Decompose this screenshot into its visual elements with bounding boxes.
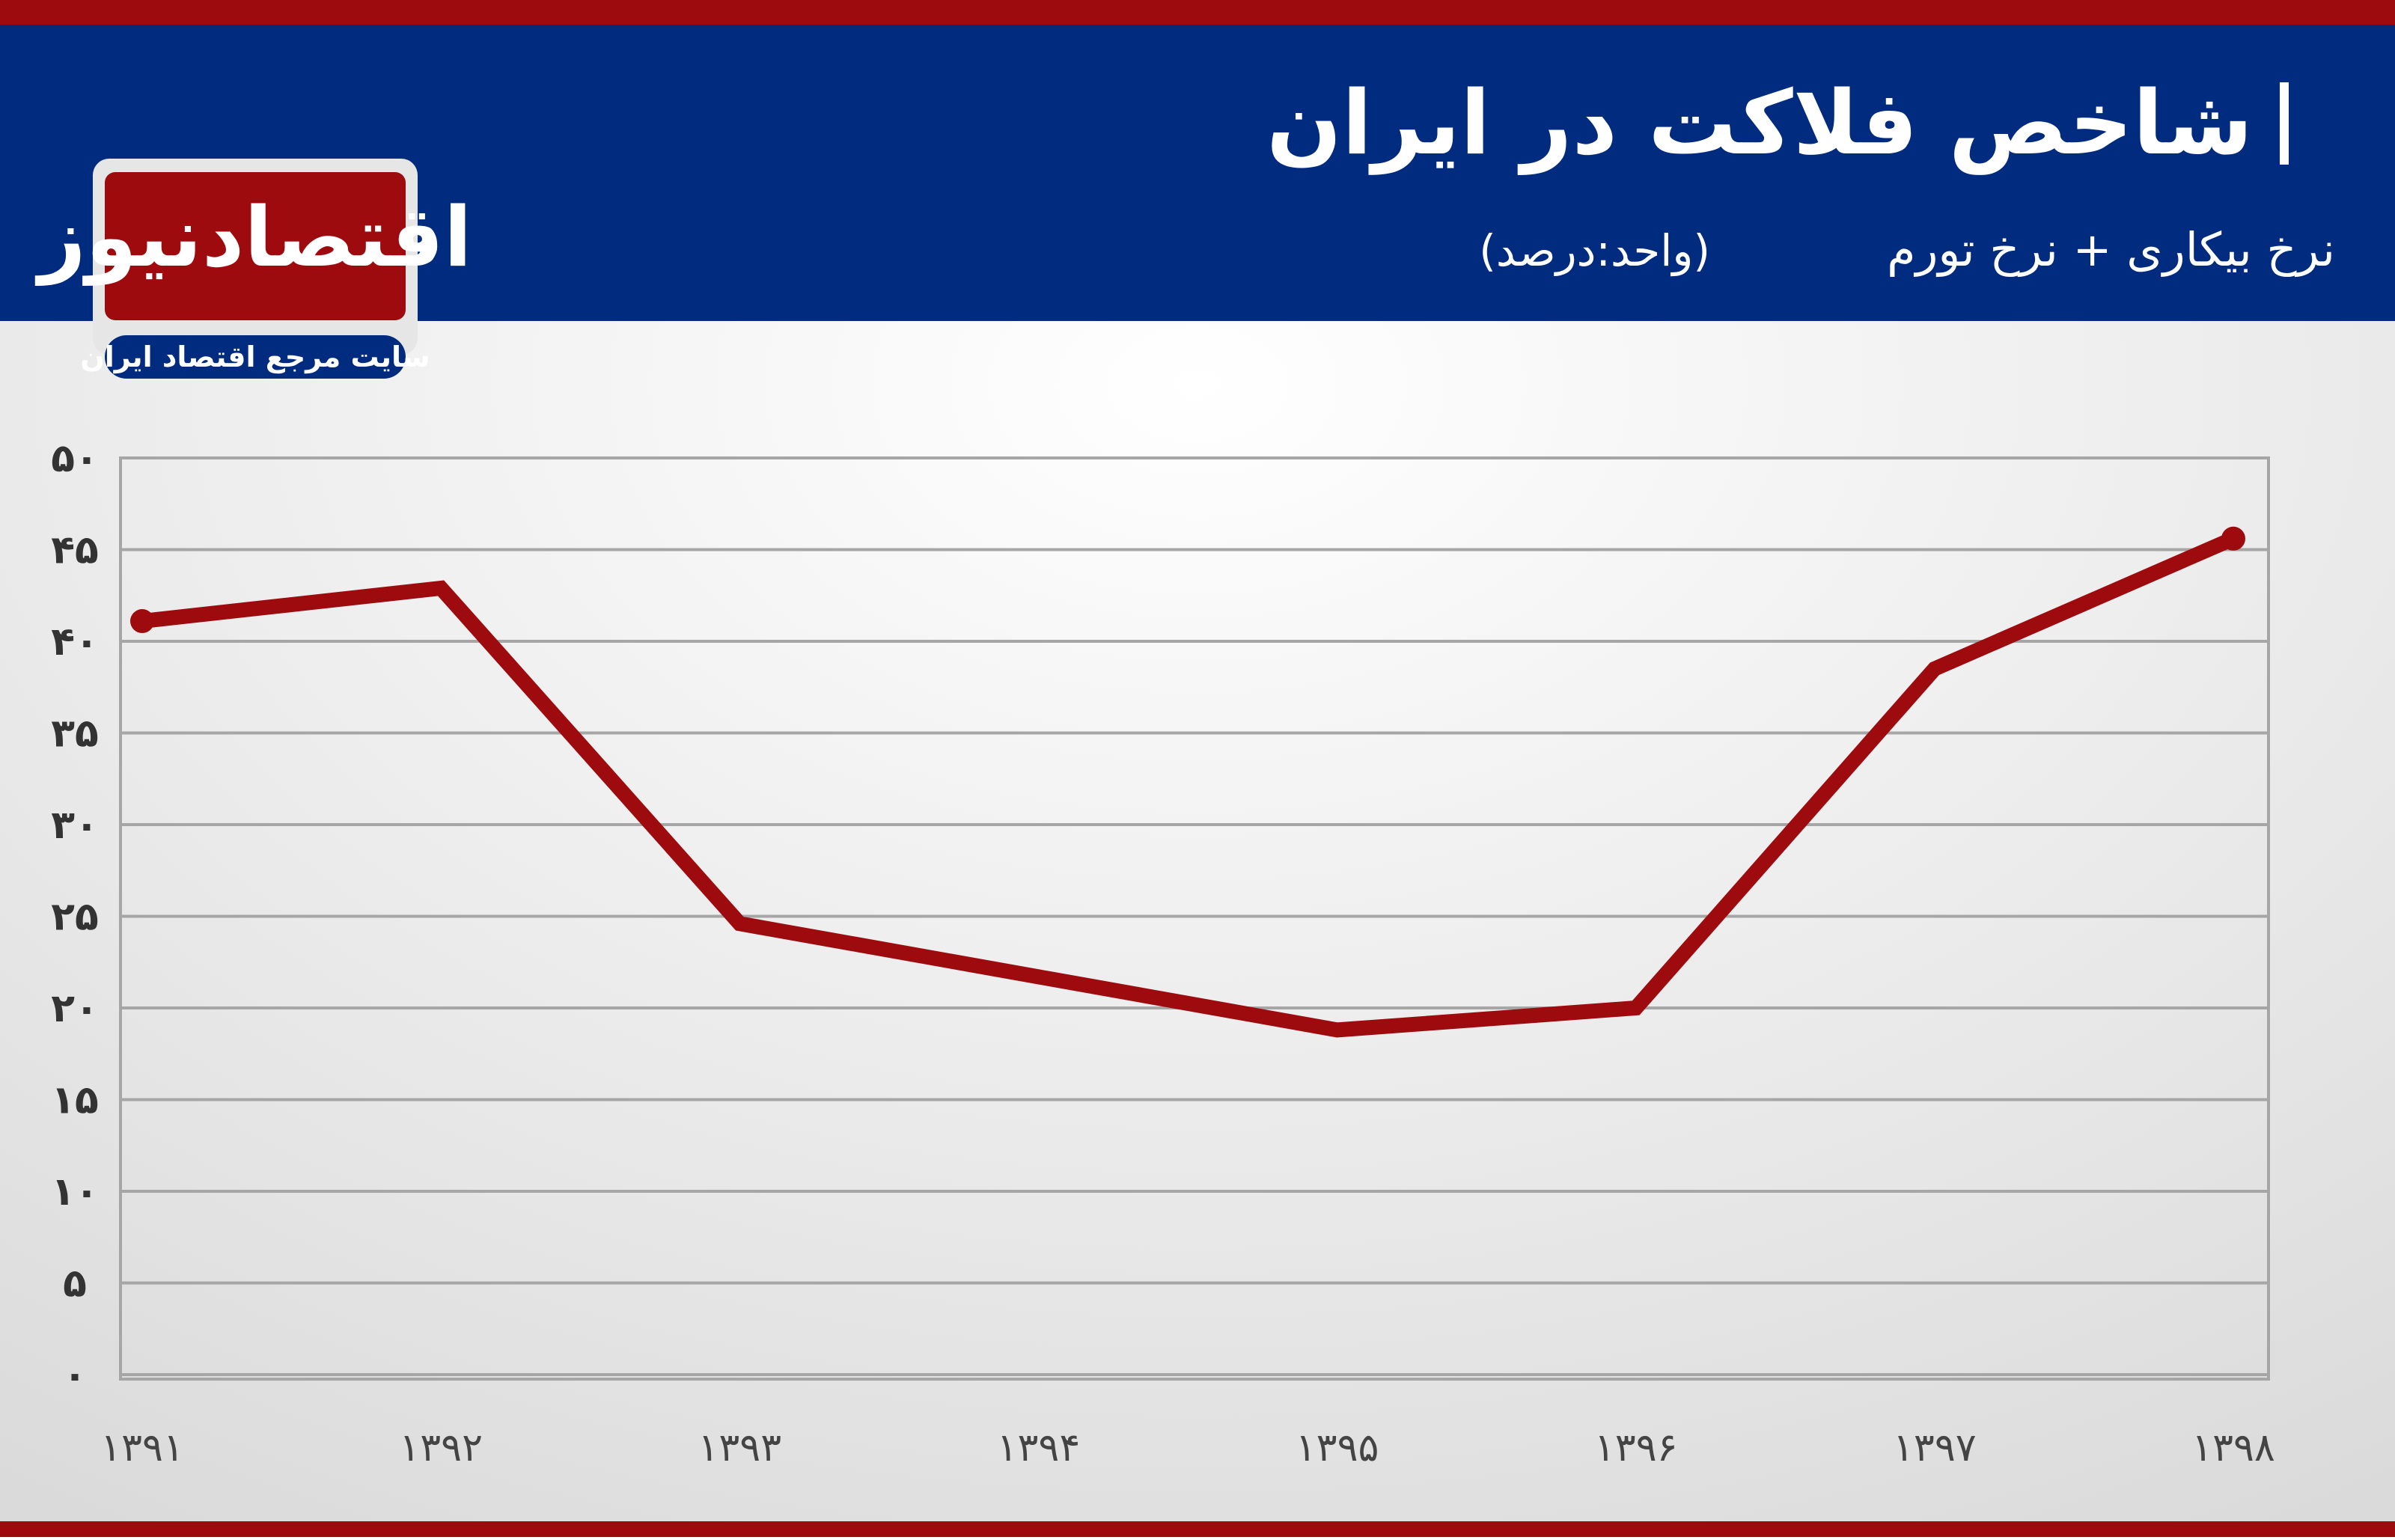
top-bar: [0, 0, 2395, 25]
y-tick-label: ۳۵: [51, 712, 98, 757]
y-tick-label: ۴۵: [51, 528, 98, 573]
x-tick-label: ۱۳۹۳: [698, 1426, 781, 1470]
end-point: [2221, 526, 2245, 551]
x-tick-label: ۱۳۹۴: [997, 1426, 1081, 1470]
end-point: [130, 609, 154, 634]
x-tick-label: ۱۳۹۶: [1594, 1426, 1678, 1470]
y-tick-label: ۴۰: [51, 620, 98, 664]
x-tick-label: ۱۳۹۱: [100, 1426, 184, 1470]
y-tick-label: ۵۰: [51, 436, 98, 481]
y-tick-label: ۵: [63, 1262, 87, 1307]
x-tick-label: ۱۳۹۲: [399, 1426, 483, 1470]
logo-tagline-box: [105, 335, 406, 379]
y-tick-label: ۱۵: [51, 1078, 98, 1123]
chart-title: شاخص فلاکت در ایران: [1266, 71, 2253, 175]
subtitle: نرخ بیکاری + نرخ تورم: [1887, 222, 2335, 277]
y-tick-label: ۳۰: [51, 803, 98, 848]
x-tick-label: ۱۳۹۷: [1893, 1426, 1977, 1470]
x-tick-label: ۱۳۹۵: [1296, 1426, 1379, 1470]
bottom-bar: [0, 1521, 2395, 1537]
y-tick-label: ۰: [63, 1353, 87, 1398]
y-tick-label: ۲۵: [51, 895, 98, 940]
y-tick-label: ۲۰: [51, 986, 98, 1031]
title-separator: [2280, 82, 2289, 165]
logo-box: [105, 172, 406, 320]
y-tick-label: ۱۰: [51, 1170, 98, 1214]
logo-tagline: سایت مرجع اقتصاد ایران: [80, 340, 430, 373]
x-tick-label: ۱۳۹۸: [2191, 1426, 2275, 1470]
logo-name: اقتصادنیوز: [34, 189, 472, 286]
series-line: [141, 531, 2236, 1038]
unit-note: (واحد:درصد): [1479, 225, 1710, 277]
